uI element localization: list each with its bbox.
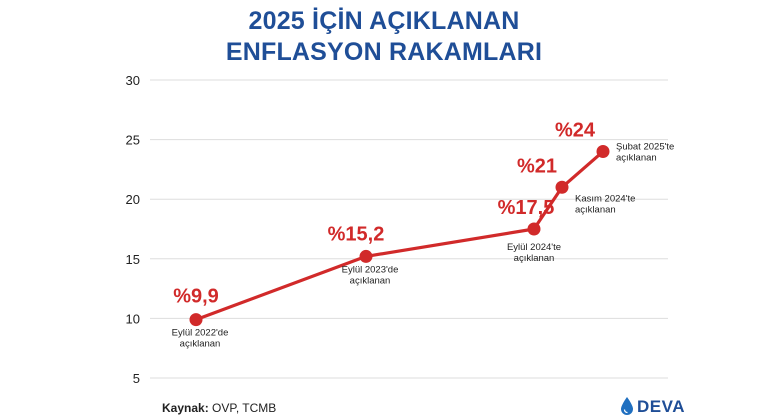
chart-title: 2025 İÇİN AÇIKLANAN ENFLASYON RAKAMLARI (0, 6, 768, 68)
data-point-annotation: Eylül 2022'de açıklanan (172, 328, 229, 350)
annotation-line: Eylül 2023'de (342, 264, 399, 275)
annotation-line: açıklanan (350, 275, 391, 286)
data-point (359, 249, 373, 263)
deva-logo: DEVA (620, 396, 685, 416)
annotation-line: Eylül 2024'te (507, 242, 561, 253)
annotation-line: Eylül 2022'de (172, 328, 229, 339)
source-label: Kaynak: (162, 401, 209, 415)
data-point-annotation: Şubat 2025'te açıklanan (616, 142, 674, 164)
source-note: Kaynak: OVP, TCMB (162, 401, 276, 415)
data-point (189, 313, 203, 327)
data-point-annotation: Eylül 2023'de açıklanan (342, 264, 399, 286)
title-line-1: 2025 İÇİN AÇIKLANAN (248, 7, 520, 35)
annotation-line: Kasım 2024'te (575, 193, 635, 204)
data-point-annotation: Eylül 2024'te açıklanan (507, 242, 561, 264)
y-tick-label: 15 (126, 252, 140, 267)
annotation-line: açıklanan (575, 204, 616, 215)
annotation-line: açıklanan (514, 253, 555, 264)
y-tick-label: 10 (126, 311, 140, 326)
annotation-line: açıklanan (616, 153, 657, 164)
data-value-label: %15,2 (328, 223, 385, 245)
data-value-label: %24 (555, 120, 596, 142)
data-value-label: %17,5 (498, 197, 555, 219)
annotation-line: Şubat 2025'te (616, 142, 674, 153)
y-tick-label: 5 (133, 371, 140, 386)
data-point (555, 180, 569, 194)
title-line-2: ENFLASYON RAKAMLARI (225, 38, 543, 66)
logo-text: DEVA (637, 396, 685, 416)
data-value-label: %9,9 (173, 286, 219, 308)
annotation-line: açıklanan (180, 339, 221, 350)
data-point (527, 222, 541, 236)
data-point-annotation: Kasım 2024'te açıklanan (575, 193, 635, 215)
source-value: OVP, TCMB (212, 401, 277, 415)
y-tick-label: 20 (126, 192, 140, 207)
water-drop-icon (621, 397, 633, 415)
y-tick-label: 25 (126, 133, 140, 148)
data-value-label: %21 (517, 155, 557, 177)
data-point (596, 145, 610, 159)
y-tick-label: 30 (126, 73, 140, 88)
